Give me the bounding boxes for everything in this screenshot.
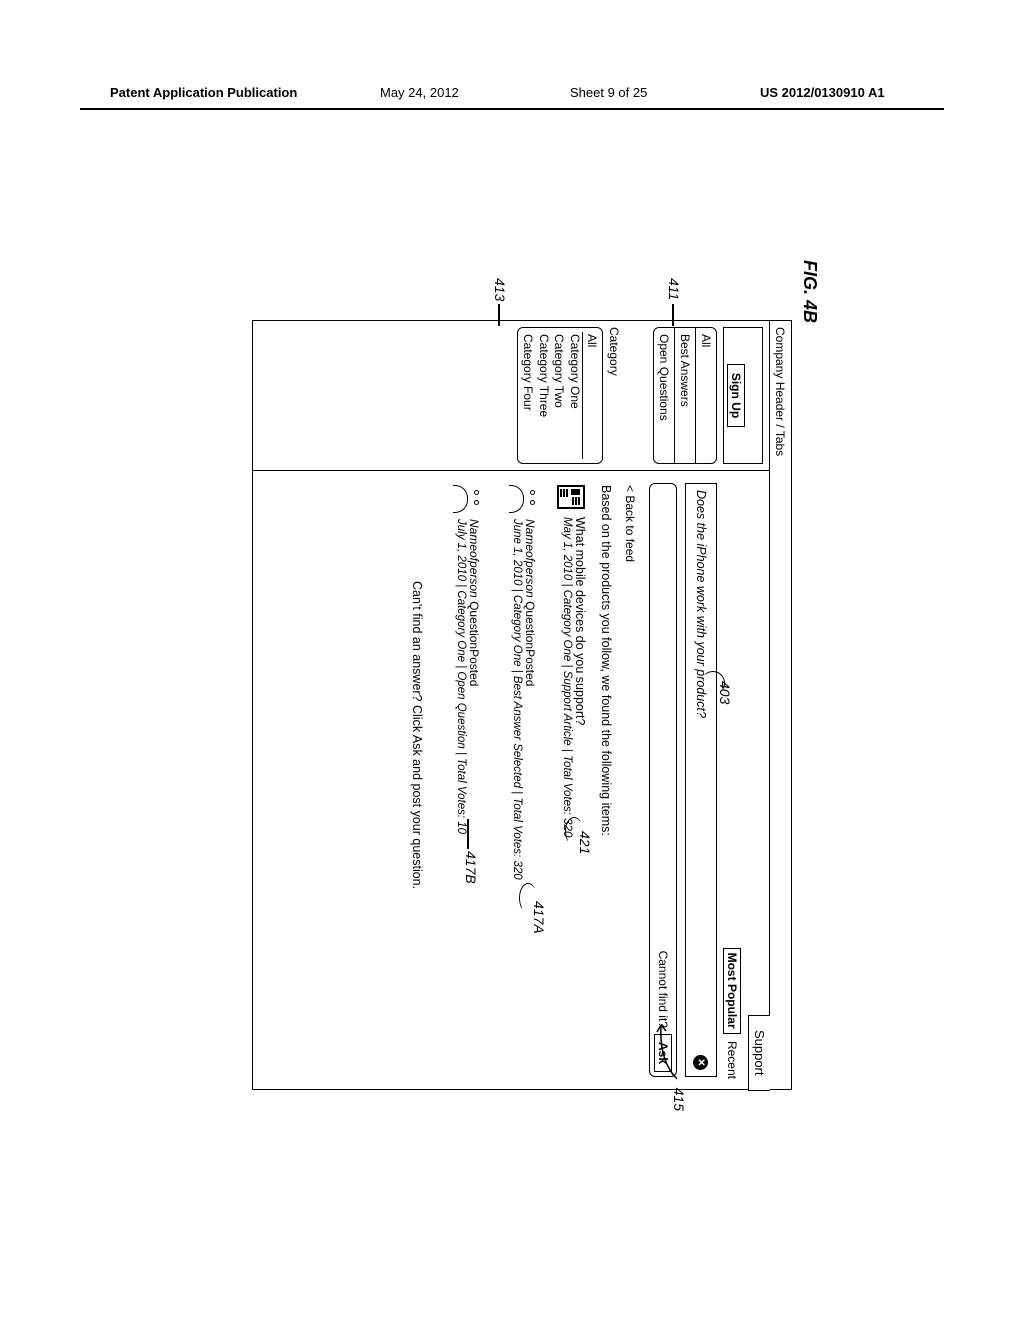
results-intro: Based on the products you follow, we fou… — [599, 485, 613, 836]
search-row: Does the iPhone work with your product? … — [685, 483, 717, 1077]
app-frame: Company Header / Tabs Sign Up All Best A… — [252, 320, 792, 1090]
category-three[interactable]: Category Three — [535, 332, 551, 459]
clear-search-icon[interactable]: ✕ — [694, 1055, 709, 1070]
publication-label: Patent Application Publication — [110, 85, 297, 100]
avatar-icon — [453, 485, 479, 511]
content-area: Support Most Popular Recent Does the iPh… — [253, 471, 769, 1089]
category-one[interactable]: Category One — [566, 332, 582, 459]
annotation-411: 411 — [666, 278, 682, 300]
annotation-417b: 417B — [463, 851, 479, 884]
ask-row: Cannot find it? Ask — [649, 483, 677, 1077]
publication-number: US 2012/0130910 A1 — [760, 85, 885, 100]
category-two[interactable]: Category Two — [551, 332, 567, 459]
document-icon — [557, 485, 585, 509]
category-label: Category — [607, 327, 621, 464]
sort-most-popular[interactable]: Most Popular — [723, 948, 741, 1034]
result-title: What mobile devices do you support? — [573, 517, 587, 837]
result-author: Nameofperson QuestionPosted — [467, 519, 481, 834]
result-meta: May 1, 2010 | Category One | Support Art… — [561, 517, 573, 837]
filter-all[interactable]: All — [696, 328, 716, 463]
header-divider — [80, 108, 944, 110]
footer-prompt: Can't find an answer? Click Ask and post… — [410, 581, 424, 889]
category-all[interactable]: All — [582, 332, 600, 459]
login-box: Sign Up — [723, 327, 763, 464]
sort-tabs: Most Popular Recent — [725, 944, 739, 1079]
cannot-find-label: Cannot find it? — [656, 951, 670, 1028]
filter-group: All Best Answers Open Questions — [653, 327, 717, 464]
annotation-417a: 417A — [531, 901, 547, 934]
tab-support[interactable]: Support — [749, 1015, 771, 1091]
result-meta: June 1, 2010 | Category One | Best Answe… — [511, 519, 523, 880]
figure-4b: FIG. 4B 411 413 Company Header / Tabs Si… — [232, 260, 792, 1100]
result-author: Nameofperson QuestionPosted — [523, 519, 537, 880]
sidebar: Sign Up All Best Answers Open Questions … — [253, 321, 769, 471]
filter-best-answers[interactable]: Best Answers — [675, 328, 696, 463]
publication-date: May 24, 2012 — [380, 85, 459, 100]
result-article[interactable]: What mobile devices do you support? May … — [557, 485, 587, 837]
result-question-2[interactable]: Nameofperson QuestionPosted July 1, 2010… — [453, 485, 481, 834]
annotation-415: 415 — [671, 1088, 687, 1111]
sheet-number: Sheet 9 of 25 — [570, 85, 647, 100]
annotation-413: 413 — [492, 278, 508, 301]
lead-417b — [468, 819, 470, 849]
company-header: Company Header / Tabs — [769, 321, 791, 1089]
result-question-1[interactable]: Nameofperson QuestionPosted June 1, 2010… — [509, 485, 537, 880]
filter-open-questions[interactable]: Open Questions — [654, 328, 675, 463]
figure-label: FIG. 4B — [799, 260, 820, 323]
avatar-icon — [509, 485, 535, 511]
category-group: All Category One Category Two Category T… — [517, 327, 603, 464]
lead-415 — [655, 1021, 677, 1081]
category-four[interactable]: Category Four — [520, 332, 536, 459]
signup-button[interactable]: Sign Up — [727, 364, 745, 427]
annotation-421: 421 — [577, 831, 593, 854]
sort-recent[interactable]: Recent — [725, 1041, 739, 1079]
back-to-feed-link[interactable]: < Back to feed — [623, 485, 637, 562]
search-input[interactable]: Does the iPhone work with your product? — [694, 490, 708, 718]
result-meta: July 1, 2010 | Category One | Open Quest… — [455, 519, 467, 834]
